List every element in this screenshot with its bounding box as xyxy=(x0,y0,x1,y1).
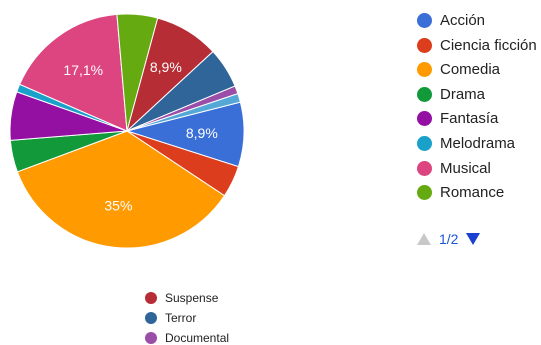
legend-item-ciencia-ficcion[interactable]: Ciencia ficción xyxy=(417,37,537,54)
legend-item-suspense[interactable]: Suspense xyxy=(145,291,218,305)
legend-item-documental[interactable]: Documental xyxy=(145,331,229,345)
legend-pager: 1/2 xyxy=(417,231,480,247)
legend-item-comedia[interactable]: Comedia xyxy=(417,61,500,78)
slice-label-suspense: 8,9% xyxy=(150,59,182,75)
legend-label: Terror xyxy=(165,311,196,325)
slice-label-musical: 17,1% xyxy=(63,62,103,78)
legend-swatch xyxy=(145,292,157,304)
legend-item-terror[interactable]: Terror xyxy=(145,311,196,325)
legend-swatch xyxy=(417,136,432,151)
legend-label: Drama xyxy=(440,86,485,103)
legend-item-musical[interactable]: Musical xyxy=(417,160,491,177)
legend-label: Suspense xyxy=(165,291,218,305)
legend-item-melodrama[interactable]: Melodrama xyxy=(417,135,515,152)
legend-swatch xyxy=(417,87,432,102)
legend-swatch xyxy=(417,13,432,28)
legend-item-romance[interactable]: Romance xyxy=(417,184,504,201)
slice-label-comedia: 35% xyxy=(104,197,132,213)
next-page-icon[interactable] xyxy=(466,233,480,245)
legend-label: Fantasía xyxy=(440,110,498,127)
legend-label: Musical xyxy=(440,160,491,177)
legend-swatch xyxy=(417,161,432,176)
legend-item-drama[interactable]: Drama xyxy=(417,86,485,103)
legend-swatch xyxy=(417,38,432,53)
legend-swatch xyxy=(417,185,432,200)
legend-label: Comedia xyxy=(440,61,500,78)
legend-swatch xyxy=(145,312,157,324)
page-indicator: 1/2 xyxy=(439,231,458,247)
legend-label: Ciencia ficción xyxy=(440,37,537,54)
legend-label: Documental xyxy=(165,331,229,345)
legend-item-accion[interactable]: Acción xyxy=(417,12,485,29)
legend-swatch xyxy=(417,111,432,126)
legend-label: Melodrama xyxy=(440,135,515,152)
legend-swatch xyxy=(145,332,157,344)
legend-item-fantasia[interactable]: Fantasía xyxy=(417,110,498,127)
slice-label-accion: 8,9% xyxy=(186,125,218,141)
legend-label: Acción xyxy=(440,12,485,29)
legend-label: Romance xyxy=(440,184,504,201)
legend-swatch xyxy=(417,62,432,77)
previous-page-icon[interactable] xyxy=(417,233,431,245)
